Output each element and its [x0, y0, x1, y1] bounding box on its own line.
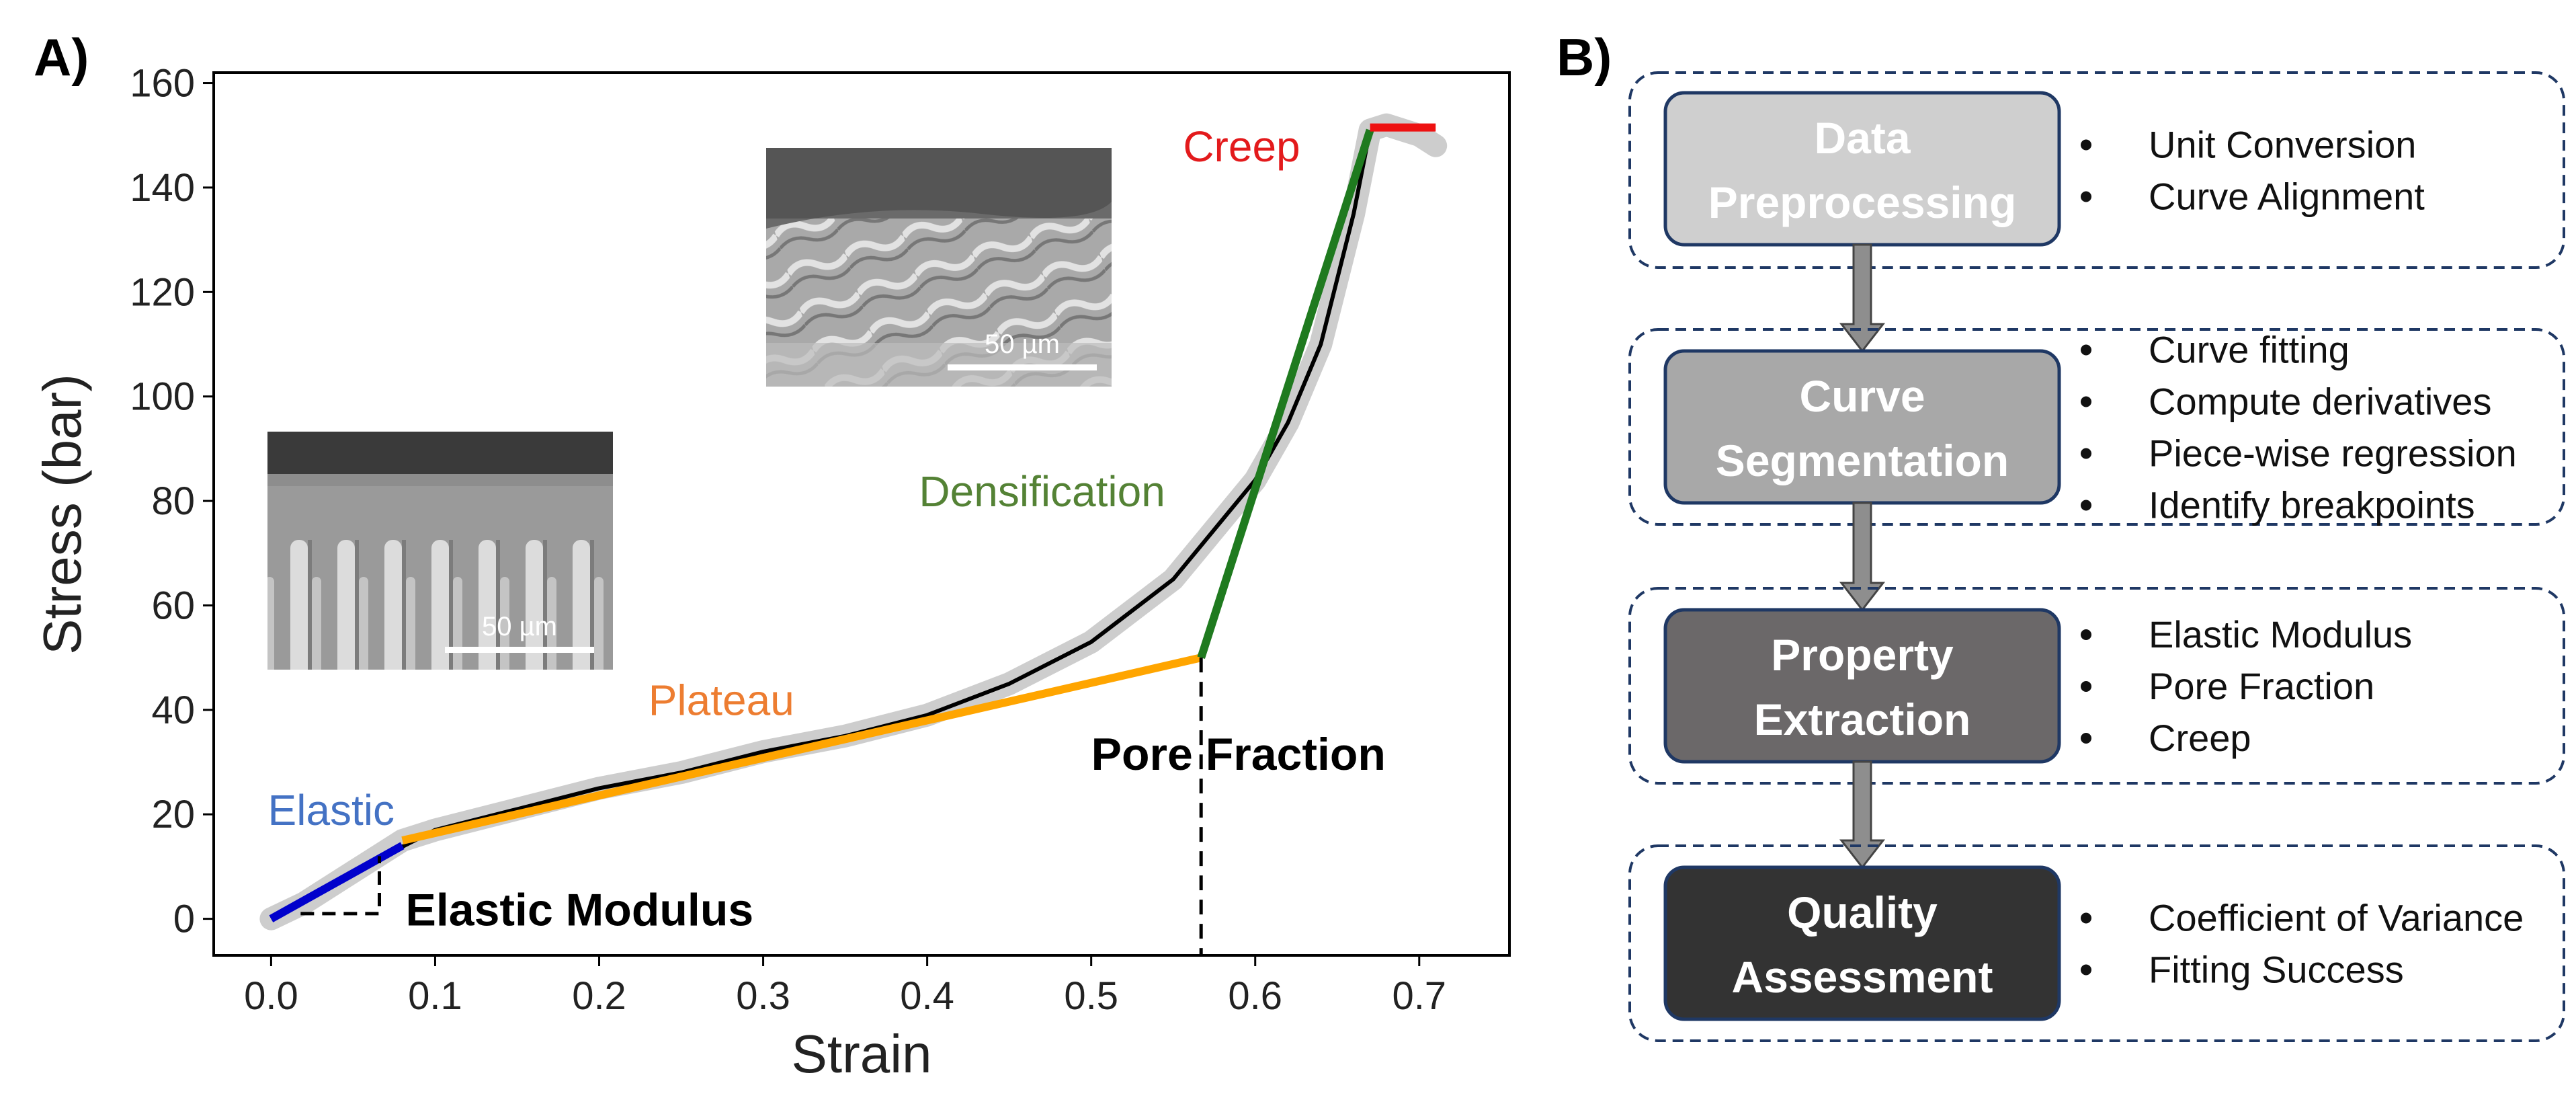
bullet-icon	[2081, 191, 2091, 202]
y-axis-ticks: 0 20 40 60 80 100 120 140 160	[130, 62, 214, 941]
y-tick-label: 20	[151, 793, 195, 836]
step-bullet: Curve fitting	[2149, 329, 2350, 371]
step-bullet: Creep	[2149, 717, 2251, 759]
y-tick-label: 80	[151, 479, 195, 523]
bullet-icon	[2081, 139, 2091, 151]
panel-a-label: A)	[34, 28, 89, 87]
y-axis-title: Stress (bar)	[32, 374, 92, 655]
densification-label: Densification	[919, 467, 1165, 516]
sem-inset-compressed: 50 µm	[766, 148, 1112, 387]
scale-bar	[948, 364, 1097, 370]
x-tick-label: 0.4	[900, 974, 954, 1018]
elastic-segment	[269, 842, 405, 922]
x-tick-label: 0.1	[408, 974, 462, 1018]
step-box	[1663, 865, 2061, 1021]
x-tick-label: 0.6	[1228, 974, 1282, 1018]
step-title: Curve	[1799, 371, 1925, 421]
y-tick-label: 100	[130, 375, 195, 419]
workflow-steps: Data Preprocessing Unit Conversion Curve Al…	[1628, 71, 2565, 1042]
elastic-label: Elastic	[268, 786, 395, 834]
step-bullet: Piece-wise regression	[2149, 432, 2517, 475]
step-title: Preprocessing	[1708, 177, 2017, 227]
step-bullet: Fitting Success	[2149, 949, 2404, 991]
bullet-icon	[2081, 448, 2091, 459]
plateau-label: Plateau	[649, 676, 794, 725]
workflow-step: Property Extraction Elastic Modulus Pore Fr…	[1628, 587, 2565, 785]
step-title: Quality	[1787, 887, 1938, 937]
stress-strain-chart: A) 0.0 0.1 0.2 0.3 0.4 0.5 0.6 0.7 0 20 40 60 80 100…	[32, 28, 1511, 1084]
bullet-icon	[2081, 912, 2091, 924]
bullet-icon	[2081, 681, 2091, 692]
step-bullet: Unit Conversion	[2149, 124, 2416, 166]
step-bullet: Coefficient of Variance	[2149, 897, 2524, 939]
step-group-outline	[1628, 587, 2565, 785]
scale-bar-label: 50 µm	[985, 329, 1060, 359]
step-bullet: Elastic Modulus	[2149, 613, 2412, 656]
bullet-icon	[2081, 733, 2091, 744]
workflow-diagram: B) Data Preprocessing Unit Conversion Curve…	[1556, 28, 2565, 1042]
step-title: Assessment	[1732, 952, 1993, 1002]
x-tick-label: 0.3	[736, 974, 790, 1018]
workflow-step: Data Preprocessing Unit Conversion Curve Al…	[1628, 71, 2565, 269]
down-arrow-icon	[1839, 243, 1886, 353]
step-bullet: Identify breakpoints	[2149, 484, 2475, 526]
creep-label: Creep	[1183, 122, 1300, 171]
y-tick-label: 60	[151, 584, 195, 627]
plateau-segment	[401, 654, 1202, 844]
step-bullet: Compute derivatives	[2149, 381, 2491, 423]
workflow-step: Quality Assessment Coefficient of Variance…	[1628, 844, 2565, 1042]
step-group-outline	[1628, 71, 2565, 269]
densification-segment	[1197, 128, 1374, 660]
pore-fraction-label: Pore Fraction	[1091, 729, 1386, 780]
sem-inset-columnar: 50 µm	[267, 432, 613, 670]
step-bullet: Pore Fraction	[2149, 665, 2374, 707]
bullet-icon	[2081, 396, 2091, 407]
down-arrow-icon	[1839, 760, 1886, 869]
x-tick-label: 0.0	[244, 974, 298, 1018]
step-title: Segmentation	[1716, 436, 2009, 485]
step-bullet: Curve Alignment	[2149, 175, 2425, 218]
step-title: Property	[1771, 630, 1954, 680]
elastic-modulus-triangle	[300, 856, 381, 916]
y-tick-label: 0	[173, 898, 195, 941]
x-axis-ticks: 0.0 0.1 0.2 0.3 0.4 0.5 0.6 0.7	[244, 955, 1446, 1018]
x-tick-label: 0.7	[1392, 974, 1446, 1018]
x-axis-title: Strain	[792, 1024, 932, 1084]
bullet-icon	[2081, 500, 2091, 511]
y-tick-label: 40	[151, 688, 195, 732]
y-tick-label: 120	[130, 270, 195, 314]
step-group-outline	[1628, 328, 2565, 526]
x-tick-label: 0.5	[1064, 974, 1118, 1018]
y-tick-label: 160	[130, 62, 195, 106]
down-arrow-icon	[1839, 502, 1886, 612]
step-title: Data	[1814, 113, 1911, 163]
bullet-icon	[2081, 629, 2091, 640]
scale-bar	[445, 647, 594, 653]
bullet-icon	[2081, 344, 2091, 356]
annotation-shapes	[300, 658, 1203, 955]
x-tick-label: 0.2	[572, 974, 626, 1018]
workflow-step: Curve Segmentation Curve fitting Compute de…	[1628, 328, 2565, 526]
step-group-outline	[1628, 844, 2565, 1042]
bullet-icon	[2081, 964, 2091, 976]
fit-curve-series	[269, 129, 1372, 921]
y-tick-label: 140	[130, 166, 195, 210]
panel-b-label: B)	[1556, 28, 1612, 87]
scale-bar-label: 50 µm	[482, 612, 557, 641]
elastic-modulus-label: Elastic Modulus	[406, 885, 754, 936]
step-title: Extraction	[1754, 695, 1971, 744]
plot-frame	[212, 71, 1511, 957]
